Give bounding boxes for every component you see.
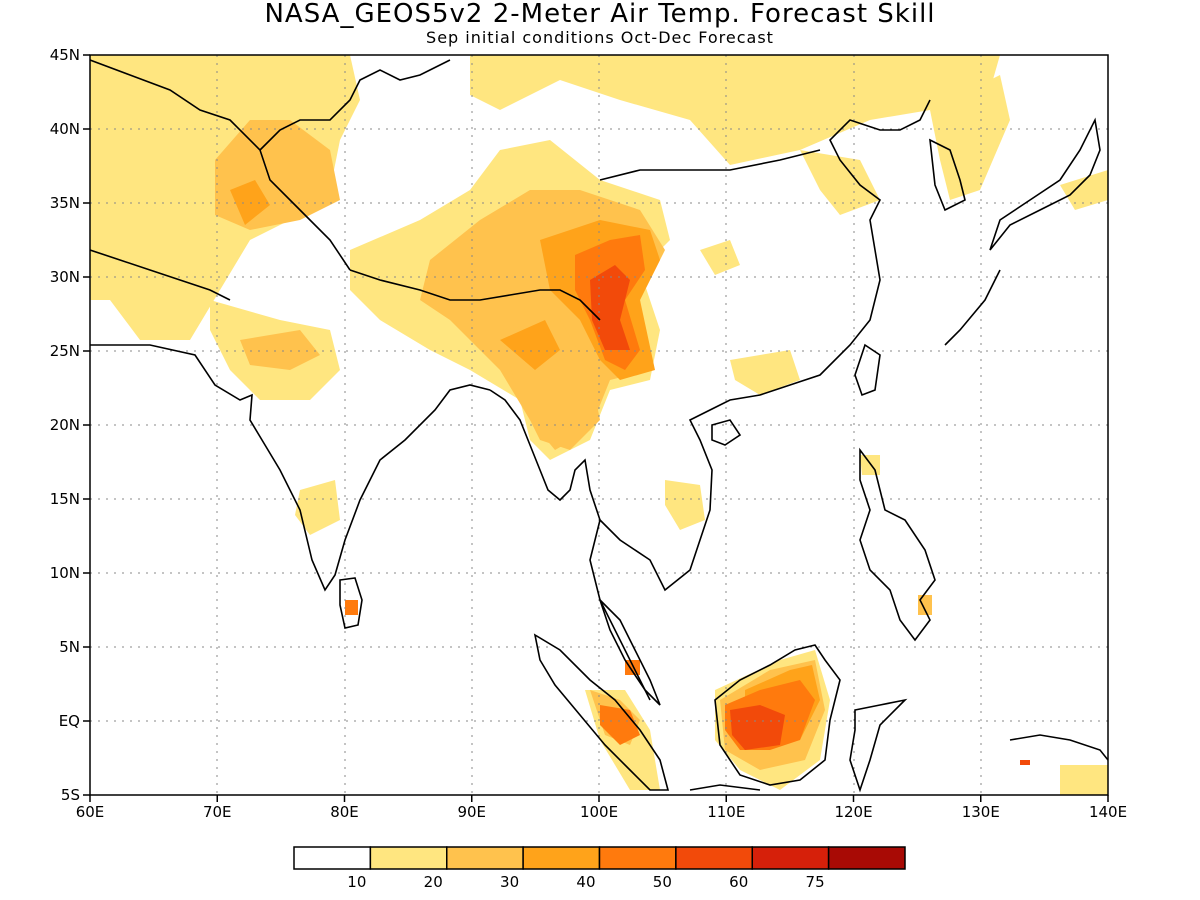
colorbar-swatch — [369, 846, 448, 870]
y-tick-label: 35N — [50, 194, 80, 212]
x-tick-label: 140E — [1089, 803, 1127, 821]
china-central-skill — [700, 240, 740, 275]
y-tick-label: 15N — [50, 490, 80, 508]
mongolia-skill — [470, 55, 1000, 165]
x-tick-label: 90E — [457, 803, 486, 821]
colorbar-label: 10 — [347, 873, 366, 891]
x-tick-label: 70E — [203, 803, 232, 821]
colorbar-label: 30 — [500, 873, 519, 891]
india-south-skill — [295, 480, 340, 535]
colorbar-swatch — [522, 846, 601, 870]
y-tick-label: 10N — [50, 564, 80, 582]
y-tick-label: EQ — [59, 712, 80, 730]
graticule — [90, 55, 1108, 795]
thailand-skill — [665, 480, 705, 530]
skill-shading — [90, 55, 1108, 795]
y-tick-label: 20N — [50, 416, 80, 434]
sumatra-skill — [600, 705, 640, 745]
colorbar: 10 20 30 40 50 60 75 — [293, 846, 906, 891]
sri-lanka-skill — [345, 600, 358, 615]
y-tick-label: 25N — [50, 342, 80, 360]
y-tick-label: 45N — [50, 46, 80, 64]
y-axis: 45N 40N 35N 30N 25N 20N 15N 10N 5N EQ 5S — [50, 46, 90, 804]
philippines-mid — [918, 595, 932, 615]
japan-skill-2 — [1060, 170, 1108, 210]
colorbar-label: 60 — [729, 873, 748, 891]
colorbar-label: 75 — [806, 873, 825, 891]
x-tick-label: 120E — [834, 803, 872, 821]
new-guinea-core — [1020, 760, 1030, 765]
map-title: NASA_GEOS5v2 2-Meter Air Temp. Forecast … — [264, 0, 936, 29]
colorbar-label: 50 — [653, 873, 672, 891]
colorbar-swatch — [827, 846, 906, 870]
x-tick-label: 100E — [580, 803, 618, 821]
colorbar-swatch — [751, 846, 830, 870]
coastlines — [90, 59, 1108, 793]
map-subtitle: Sep initial conditions Oct-Dec Forecast — [426, 28, 774, 47]
new-guinea-light — [1060, 765, 1108, 795]
ne-china-skill — [800, 150, 880, 215]
x-axis: 60E 70E 80E 90E 100E 110E 120E 130E 140E — [76, 795, 1127, 821]
y-tick-label: 30N — [50, 268, 80, 286]
china-south-skill — [730, 350, 800, 395]
y-tick-label: 40N — [50, 120, 80, 138]
x-tick-label: 130E — [962, 803, 1000, 821]
colorbar-swatch — [598, 846, 677, 870]
yunnan-core — [590, 265, 630, 350]
colorbar-label: 40 — [576, 873, 595, 891]
colorbar-swatch — [293, 846, 372, 870]
india-mid-skill — [240, 330, 320, 370]
colorbar-swatch — [446, 846, 524, 870]
x-tick-label: 80E — [330, 803, 359, 821]
y-tick-label: 5N — [59, 638, 80, 656]
myanmar-mid — [500, 320, 560, 370]
colorbar-swatch — [675, 846, 753, 870]
x-tick-label: 110E — [707, 803, 745, 821]
korea-japan-skill — [930, 75, 1010, 200]
x-tick-label: 60E — [76, 803, 105, 821]
philippines-skill — [860, 455, 880, 475]
borneo-core — [730, 705, 785, 750]
y-tick-label: 5S — [61, 786, 80, 804]
colorbar-label: 20 — [424, 873, 443, 891]
